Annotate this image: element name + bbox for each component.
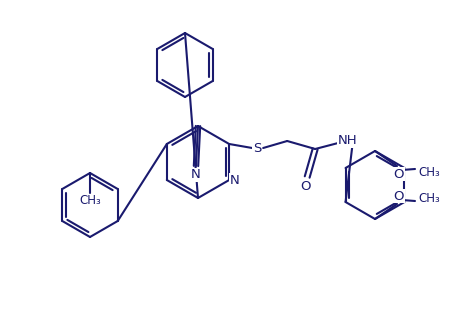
Text: O: O: [393, 189, 404, 202]
Text: O: O: [299, 181, 310, 194]
Text: NH: NH: [337, 135, 356, 147]
Text: CH₃: CH₃: [79, 195, 101, 208]
Text: O: O: [393, 168, 404, 181]
Text: CH₃: CH₃: [417, 191, 439, 204]
Text: N: N: [229, 173, 238, 186]
Text: CH₃: CH₃: [417, 166, 439, 179]
Text: S: S: [253, 142, 261, 156]
Text: N: N: [191, 169, 201, 182]
